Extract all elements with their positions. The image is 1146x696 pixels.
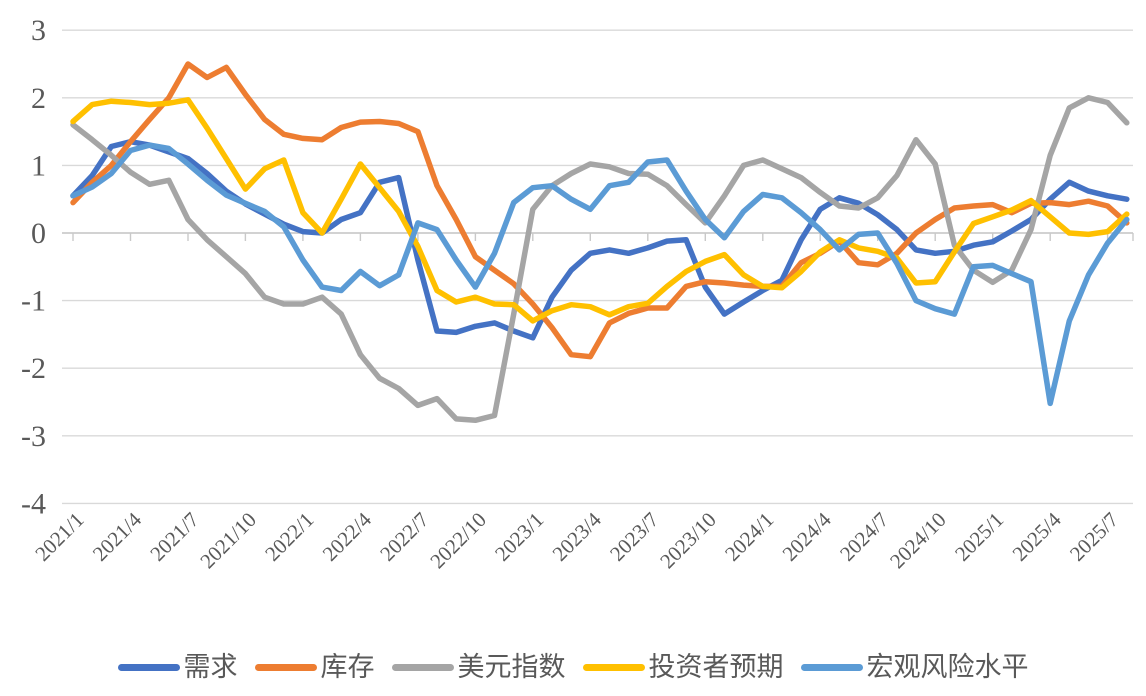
series-line-inventory	[70, 61, 1130, 360]
legend-label: 宏观风险水平	[866, 651, 1029, 682]
y-tick-label: 3	[31, 14, 46, 47]
legend-line-marker-demand	[117, 663, 180, 671]
series-line-dollar-index	[70, 95, 1130, 424]
y-tick-label: 2	[31, 82, 46, 115]
y-tick-label: 0	[31, 217, 46, 250]
y-axis-labels: 3 2 1 0 -1 -2 -3 -4	[21, 14, 46, 520]
legend-line-marker-investor-expectation	[582, 663, 645, 671]
legend-line-marker-inventory	[254, 663, 317, 671]
x-tick-label: 2025/4	[1008, 507, 1067, 566]
x-tick-label: 2023/7	[605, 508, 663, 566]
x-tick-label: 2025/1	[950, 508, 1008, 566]
chart-legend: 需求 库存 美元指数 投资者预期 宏观风险水平	[0, 646, 1146, 688]
x-tick-label: 2021/10	[195, 508, 261, 574]
y-tick-label: -4	[21, 487, 46, 520]
x-tick-label: 2022/7	[375, 508, 433, 566]
legend-line-marker-macro-risk	[800, 663, 863, 671]
x-tick-label: 2024/4	[778, 507, 837, 566]
legend-item-dollar-index: 美元指数	[391, 651, 566, 682]
x-tick-label: 2023/1	[490, 508, 548, 566]
y-tick-label: -3	[21, 420, 46, 453]
x-tick-label: 2024/10	[885, 508, 951, 574]
legend-item-investor-expectation: 投资者预期	[582, 651, 784, 682]
x-axis	[62, 232, 1134, 241]
legend-label: 投资者预期	[648, 651, 784, 682]
x-tick-label: 2023/4	[548, 507, 607, 566]
y-tick-label: -2	[21, 352, 46, 385]
y-tick-label: 1	[31, 149, 46, 182]
y-tick-label: -1	[21, 285, 46, 318]
x-tick-label: 2022/4	[318, 507, 377, 566]
x-tick-label: 2024/7	[835, 508, 893, 566]
x-tick-label: 2021/4	[88, 507, 147, 566]
x-tick-label: 2022/1	[260, 508, 318, 566]
legend-item-demand: 需求	[117, 651, 238, 682]
x-tick-label: 2025/7	[1065, 508, 1123, 566]
x-tick-label: 2022/10	[425, 508, 491, 574]
x-tick-label: 2024/1	[720, 508, 778, 566]
series-lines	[70, 61, 1130, 424]
legend-line-marker-dollar-index	[391, 663, 454, 671]
series-line-macro-risk	[70, 142, 1130, 407]
legend-label: 需求	[183, 651, 238, 682]
series-line-investor-expectation	[70, 97, 1130, 324]
legend-item-macro-risk: 宏观风险水平	[800, 651, 1029, 682]
x-tick-label: 2023/10	[655, 508, 721, 574]
legend-item-inventory: 库存	[254, 651, 375, 682]
legend-label: 库存	[320, 651, 375, 682]
legend-label: 美元指数	[457, 651, 566, 682]
